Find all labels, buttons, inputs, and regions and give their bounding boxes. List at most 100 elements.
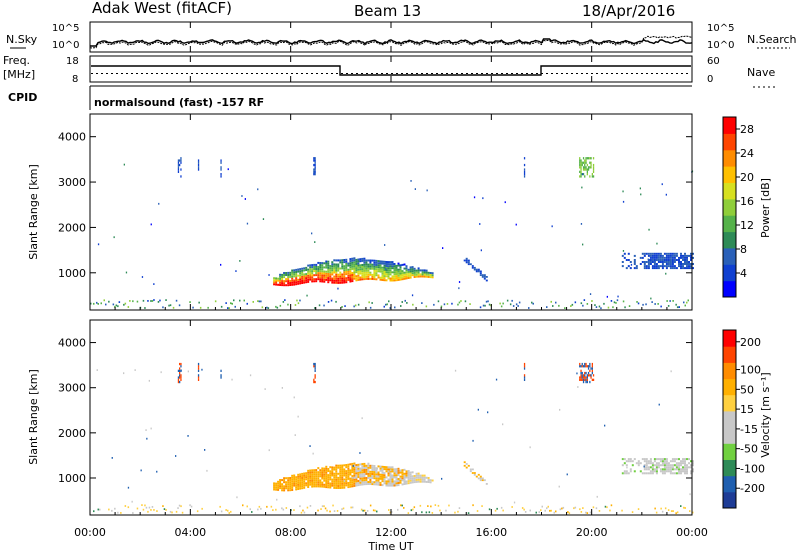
echo-cell (309, 266, 312, 269)
echo-cell (257, 300, 259, 302)
echo-cell (120, 512, 122, 514)
echo-cell (686, 466, 688, 469)
echo-cell (686, 254, 688, 257)
echo-cell (299, 479, 302, 482)
echo-cell (357, 272, 360, 275)
echo-cell (363, 265, 366, 268)
echo-cell (369, 271, 372, 274)
echo-cell (387, 466, 390, 469)
echo-cell (488, 303, 491, 306)
echo-cell (428, 511, 431, 514)
echo-cell (688, 263, 690, 265)
echo-cell (669, 466, 672, 469)
echo-cell (301, 269, 304, 272)
echo-cell (239, 299, 241, 302)
echo-cell (371, 302, 373, 304)
echo-cell (375, 483, 378, 486)
echo-cell (289, 485, 292, 488)
echo-cell (649, 261, 652, 263)
echo-cell (361, 259, 364, 262)
echo-cell (375, 278, 378, 281)
echo-cell (645, 267, 648, 270)
echo-cell (371, 273, 374, 276)
echo-cell (479, 306, 482, 309)
echo-cell (175, 455, 177, 457)
echo-cell (586, 512, 589, 514)
echo-cell (313, 270, 316, 273)
echo-cell (291, 275, 294, 278)
echo-cell (397, 276, 400, 279)
echo-cell (423, 273, 426, 276)
echo-cell (353, 263, 356, 266)
echo-cell (291, 474, 294, 477)
echo-cell (383, 264, 386, 267)
echo-cell (409, 477, 412, 480)
echo-cell (477, 408, 479, 411)
echo-cell (373, 276, 376, 278)
echo-cell (409, 473, 412, 476)
echo-cell (642, 303, 644, 306)
echo-cell (385, 466, 388, 469)
echo-cell (643, 460, 646, 463)
echo-cell (295, 273, 298, 275)
echo-cell (385, 279, 388, 282)
echo-cell (637, 460, 640, 463)
echo-cell (559, 508, 562, 511)
echo-cell (431, 512, 434, 514)
echo-cell (385, 303, 387, 306)
echo-cell (319, 274, 322, 277)
echo-cell (305, 484, 308, 487)
echo-cell (335, 464, 338, 467)
echo-cell (410, 509, 413, 512)
echo-cell (333, 472, 336, 475)
echo-cell (142, 299, 145, 302)
echo-cell (359, 469, 362, 472)
echo-cell (566, 473, 568, 476)
echo-cell (349, 270, 352, 273)
echo-cell (335, 466, 338, 469)
echo-cell (331, 468, 334, 471)
echo-cell (592, 506, 595, 509)
echo-cell (627, 265, 630, 268)
echo-cell (307, 486, 310, 488)
echo-cell (682, 263, 684, 265)
echo-cell (319, 268, 322, 271)
echo-cell (337, 269, 340, 272)
echo-cell (635, 265, 638, 268)
echo-cell (381, 274, 384, 277)
echo-cell (367, 472, 370, 475)
echo-cell (629, 261, 632, 263)
echo-cell (361, 463, 364, 466)
echo-cell (673, 256, 676, 259)
echo-cell (463, 461, 466, 464)
echo-cell (260, 507, 262, 510)
echo-cell (421, 511, 423, 514)
echo-cell (297, 485, 300, 488)
echo-cell (353, 464, 356, 467)
echo-cell (383, 305, 385, 308)
echo-cell (127, 486, 130, 489)
echo-cell (197, 362, 200, 366)
echo-cell (381, 474, 384, 476)
echo-cell (157, 301, 160, 303)
echo-cell (314, 166, 316, 169)
echo-cell (592, 163, 595, 167)
echo-cell (639, 462, 642, 465)
echo-cell (279, 481, 282, 483)
echo-cell (393, 470, 396, 473)
echo-cell (397, 482, 400, 484)
echo-cell (341, 273, 344, 276)
echo-cell (589, 380, 591, 384)
echo-cell (590, 163, 592, 167)
echo-cell (313, 380, 315, 384)
echo-cell (303, 269, 306, 272)
echo-cell (349, 471, 352, 474)
echo-cell (645, 462, 648, 465)
echo-cell (227, 307, 229, 309)
echo-cell (387, 277, 390, 280)
echo-cell (529, 509, 531, 512)
echo-cell (317, 509, 319, 512)
echo-cell (189, 301, 191, 303)
echo-cell (153, 509, 155, 511)
echo-cell (177, 168, 180, 171)
